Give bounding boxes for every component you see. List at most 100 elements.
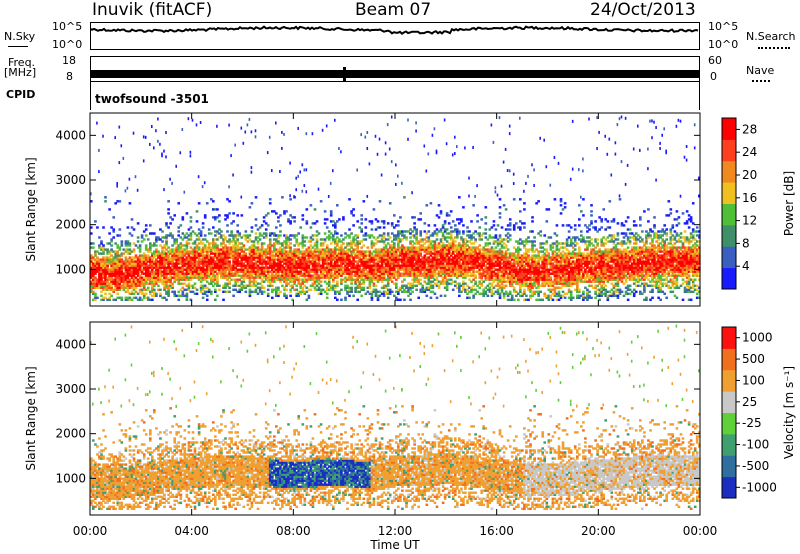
data-cell — [458, 230, 461, 233]
data-cell — [181, 262, 185, 265]
data-cell — [346, 254, 349, 257]
data-cell — [289, 274, 292, 277]
data-cell — [108, 276, 111, 279]
data-cell — [132, 276, 136, 279]
data-cell — [240, 268, 244, 271]
data-cell — [399, 254, 402, 257]
data-cell — [356, 242, 360, 245]
data-cell — [224, 270, 227, 273]
data-cell — [163, 264, 166, 267]
data-cell — [258, 270, 262, 273]
data-cell — [321, 266, 325, 269]
data-cell — [183, 262, 187, 265]
data-cell — [212, 260, 215, 263]
data-cell — [390, 270, 394, 273]
data-cell — [386, 296, 390, 300]
data-cell — [488, 242, 492, 245]
data-cell — [179, 224, 183, 227]
data-cell — [305, 262, 309, 265]
data-cell — [234, 244, 238, 247]
data-cell — [173, 242, 177, 245]
data-cell — [205, 268, 209, 271]
data-cell — [401, 284, 404, 288]
data-cell — [397, 264, 400, 267]
data-cell — [90, 254, 93, 257]
data-cell — [189, 246, 193, 249]
data-cell — [189, 260, 193, 263]
data-cell — [401, 280, 404, 283]
data-cell — [376, 240, 380, 243]
data-cell — [289, 258, 292, 261]
data-cell — [96, 258, 99, 261]
data-cell — [336, 282, 339, 285]
data-cell — [142, 282, 146, 285]
data-cell — [224, 290, 227, 294]
data-cell — [104, 260, 107, 263]
data-cell — [224, 286, 227, 290]
data-cell — [126, 248, 130, 251]
data-cell — [100, 260, 103, 263]
data-cell — [303, 168, 306, 172]
data-cell — [275, 262, 278, 265]
data-cell — [159, 268, 162, 271]
data-cell — [120, 270, 124, 273]
data-cell — [126, 250, 130, 253]
data-cell — [106, 256, 109, 259]
data-cell — [360, 250, 364, 253]
data-cell — [281, 258, 284, 261]
data-cell — [319, 272, 323, 275]
data-cell — [171, 254, 174, 257]
data-cell — [390, 264, 394, 267]
data-cell — [407, 118, 409, 122]
data-cell — [96, 250, 99, 253]
data-cell — [203, 254, 207, 257]
data-cell — [451, 288, 455, 292]
data-cell — [250, 260, 254, 263]
data-cell — [466, 226, 469, 229]
data-cell — [401, 290, 404, 294]
data-cell — [301, 256, 305, 259]
data-cell — [142, 258, 146, 261]
data-cell — [118, 262, 122, 265]
data-cell — [132, 250, 136, 253]
data-cell — [205, 290, 209, 294]
data-cell — [94, 220, 97, 223]
data-cell — [151, 282, 154, 285]
data-cell — [114, 272, 118, 275]
data-cell — [216, 282, 219, 285]
data-cell — [153, 270, 156, 273]
data-cell — [224, 252, 227, 255]
data-cell — [384, 260, 388, 263]
data-cell — [393, 262, 396, 265]
data-cell — [384, 248, 388, 251]
data-cell — [325, 250, 329, 253]
data-cell — [382, 270, 386, 273]
data-cell — [165, 240, 168, 243]
data-cell — [124, 242, 128, 245]
data-cell — [181, 270, 185, 273]
data-cell — [325, 272, 329, 275]
data-cell — [201, 254, 205, 257]
data-cell — [266, 224, 270, 227]
data-cell — [297, 242, 301, 245]
data-cell — [92, 280, 95, 283]
data-cell — [108, 288, 111, 292]
data-cell — [299, 270, 303, 273]
data-cell — [374, 252, 378, 255]
data-cell — [291, 252, 294, 255]
data-cell — [299, 262, 303, 265]
data-cell — [173, 290, 177, 294]
data-cell — [305, 272, 309, 275]
data-cell — [193, 262, 197, 265]
data-cell — [301, 238, 305, 241]
data-cell — [124, 268, 128, 271]
data-cell — [197, 248, 201, 251]
data-cell — [315, 240, 319, 243]
data-cell — [309, 288, 313, 292]
data-cell — [362, 238, 366, 241]
data-cell — [390, 254, 394, 257]
data-cell — [122, 272, 126, 275]
data-cell — [376, 296, 380, 300]
data-cell — [203, 244, 207, 247]
data-cell — [313, 260, 317, 263]
